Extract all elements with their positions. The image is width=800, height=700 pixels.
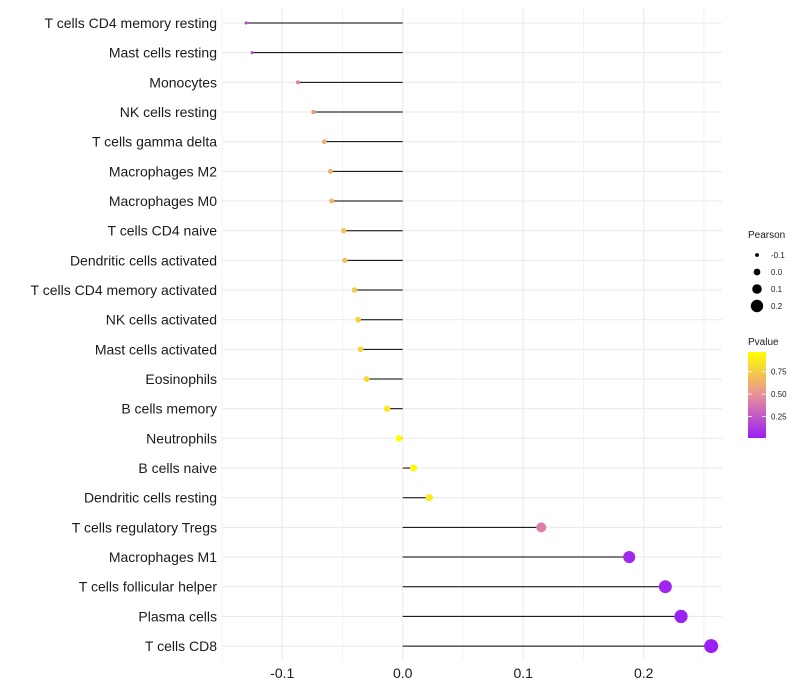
color-legend-title: Pvalue [748, 337, 779, 348]
lollipop-point [704, 639, 719, 654]
category-label: NK cells activated [106, 312, 217, 328]
lollipop-point [329, 198, 335, 204]
size-legend-label: -0.1 [771, 251, 785, 260]
legend: Pearson -0.1 0.0 0.1 0.2 Pvalue 0.75 0.50 0.2… [748, 230, 787, 438]
category-label: T cells CD4 naive [108, 223, 218, 239]
lollipop-points [244, 21, 719, 654]
lollipop-point [327, 168, 333, 174]
color-legend-pvalue: Pvalue 0.75 0.50 0.25 [748, 337, 787, 438]
lollipop-point [623, 551, 636, 564]
color-legend-label: 0.25 [771, 413, 787, 422]
lollipop-point [425, 494, 433, 502]
y-axis-category-labels: T cells CD4 memory resting Mast cells res… [31, 15, 218, 654]
lollipop-point [342, 257, 348, 264]
lollipop-point [410, 464, 418, 472]
lollipop-point [351, 287, 358, 293]
size-legend-label: 0.0 [771, 268, 783, 277]
lollipop-point [295, 80, 301, 85]
size-legend-label: 0.1 [771, 285, 783, 294]
category-label: T cells CD4 memory resting [45, 15, 217, 31]
category-label: T cells gamma delta [92, 134, 217, 150]
category-label: Plasma cells [138, 608, 217, 624]
category-label: Mast cells resting [109, 45, 217, 61]
size-legend-key [752, 284, 762, 294]
lollipop-point [341, 228, 347, 234]
grid-lines [221, 8, 722, 660]
color-legend-label: 0.75 [771, 368, 787, 377]
x-axis-tick-labels: -0.1 0.0 0.1 0.2 [270, 665, 653, 681]
size-legend-key [755, 253, 759, 257]
lollipop-point [357, 346, 364, 353]
size-legend-pearson: Pearson -0.1 0.0 0.1 0.2 [748, 230, 785, 313]
size-legend-title: Pearson [748, 230, 785, 241]
size-legend-key [753, 268, 761, 276]
lollipop-point [363, 376, 370, 382]
category-label: Monocytes [149, 74, 217, 90]
size-legend-label: 0.2 [771, 302, 783, 311]
lollipop-stems [246, 22, 712, 647]
lollipop-point [395, 435, 403, 442]
lollipop-point [321, 139, 327, 145]
color-legend-label: 0.50 [771, 390, 787, 399]
lollipop-point [250, 51, 254, 55]
x-tick-label: 0.0 [393, 665, 413, 681]
category-label: B cells naive [138, 460, 217, 476]
lollipop-point [658, 580, 672, 594]
category-label: T cells CD4 memory activated [31, 282, 217, 298]
category-label: Dendritic cells resting [84, 490, 217, 506]
x-tick-label: 0.2 [634, 665, 654, 681]
category-label: Eosinophils [145, 371, 217, 387]
category-label: Macrophages M1 [109, 549, 217, 565]
category-label: B cells memory [121, 401, 217, 417]
category-label: T cells CD8 [145, 638, 217, 654]
category-label: T cells regulatory Tregs [72, 519, 217, 535]
lollipop-point [311, 109, 316, 115]
lollipop-point [355, 316, 361, 323]
category-label: Mast cells activated [95, 341, 217, 357]
category-label: T cells follicular helper [79, 579, 218, 595]
lollipop-point [674, 609, 688, 624]
x-tick-label: 0.1 [513, 665, 533, 681]
category-label: Dendritic cells activated [70, 252, 217, 268]
lollipop-point [244, 21, 248, 25]
category-label: NK cells resting [120, 104, 217, 120]
lollipop-point [536, 522, 547, 533]
color-legend-bar [748, 352, 766, 438]
category-label: Macrophages M2 [109, 163, 217, 179]
lollipop-point [383, 405, 391, 412]
x-tick-label: -0.1 [270, 665, 294, 681]
category-label: Macrophages M0 [109, 193, 217, 209]
category-label: Neutrophils [146, 430, 217, 446]
size-legend-key [750, 299, 764, 313]
